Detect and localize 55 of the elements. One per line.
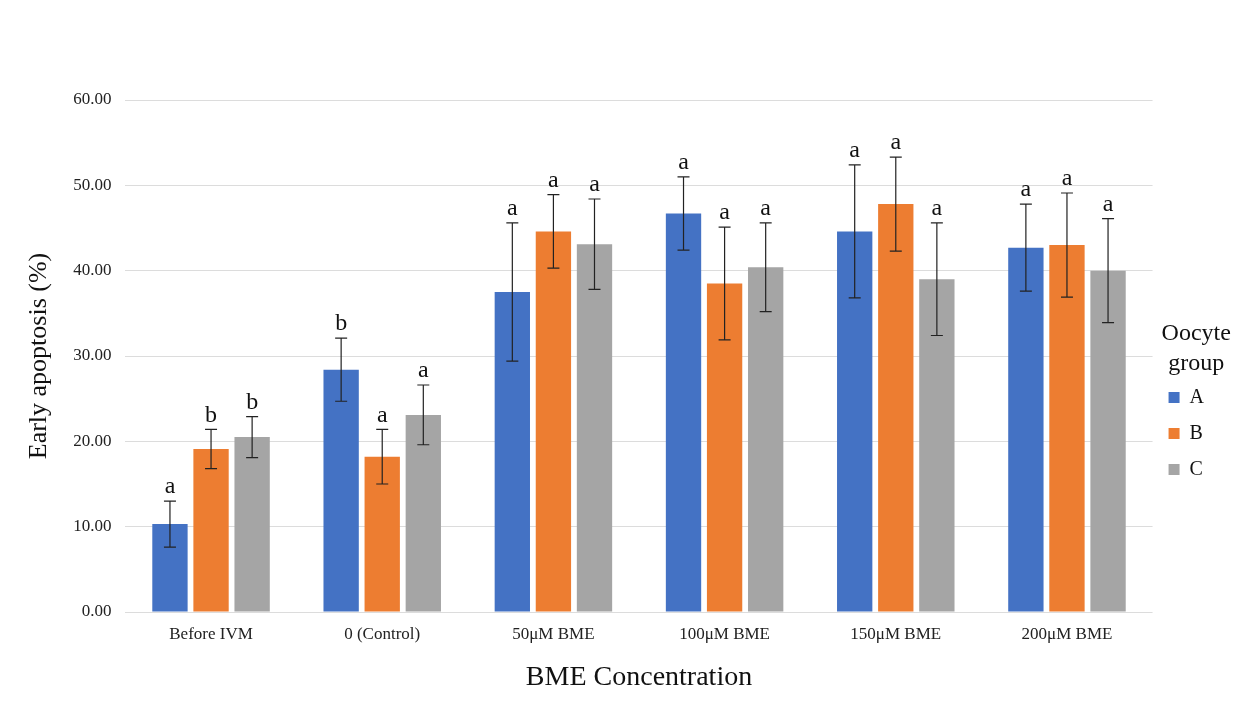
bar bbox=[576, 244, 613, 612]
x-tick-label: 100μM BME bbox=[679, 623, 771, 643]
data-label: a bbox=[719, 198, 731, 225]
data-label: a bbox=[678, 148, 690, 175]
data-label: a bbox=[417, 356, 429, 383]
bar bbox=[323, 369, 359, 612]
bar bbox=[535, 231, 572, 612]
legend-label: B bbox=[1189, 420, 1203, 443]
bar bbox=[878, 204, 914, 612]
data-label: a bbox=[849, 136, 861, 163]
bar bbox=[494, 292, 530, 612]
data-label: a bbox=[1020, 175, 1032, 202]
bar bbox=[364, 456, 400, 612]
y-tick-label: 30.00 bbox=[73, 345, 112, 365]
x-axis-title: BME Concentration bbox=[525, 659, 753, 691]
bar bbox=[234, 437, 270, 612]
bar bbox=[193, 449, 229, 612]
data-label: a bbox=[890, 128, 902, 155]
data-label: a bbox=[164, 472, 176, 499]
y-tick-label: 50.00 bbox=[73, 174, 112, 194]
x-tick-label: 200μM BME bbox=[1021, 623, 1113, 643]
x-tick-label: 0 (Control) bbox=[344, 623, 421, 643]
x-tick-label: 50μM BME bbox=[512, 623, 595, 643]
y-tick-label: 60.00 bbox=[73, 89, 112, 109]
bar bbox=[706, 283, 743, 612]
bar bbox=[405, 414, 441, 612]
x-tick-label: Before IVM bbox=[169, 623, 253, 643]
y-axis-title: Early apoptosis (%) bbox=[23, 252, 53, 460]
data-label: a bbox=[1102, 189, 1114, 216]
data-label: a bbox=[760, 194, 772, 221]
y-tick-label: 40.00 bbox=[73, 260, 112, 280]
y-tick-label: 20.00 bbox=[73, 430, 112, 450]
bar bbox=[748, 267, 784, 612]
bar bbox=[837, 231, 873, 612]
bar bbox=[919, 279, 955, 612]
data-label: a bbox=[589, 170, 601, 197]
bar bbox=[1049, 245, 1085, 612]
data-label: a bbox=[376, 400, 388, 427]
y-tick-label: 10.00 bbox=[73, 516, 112, 536]
bar bbox=[1090, 270, 1126, 612]
x-tick-label: 150μM BME bbox=[850, 623, 942, 643]
legend-label: A bbox=[1189, 384, 1205, 407]
bar bbox=[1008, 247, 1044, 612]
y-tick-label: 0.00 bbox=[81, 601, 112, 621]
data-label: b bbox=[246, 387, 259, 414]
bar bbox=[152, 524, 188, 612]
legend-label: C bbox=[1189, 456, 1203, 479]
data-label: a bbox=[931, 194, 943, 221]
data-label: a bbox=[507, 194, 518, 221]
data-label: a bbox=[1061, 164, 1073, 191]
legend-title: Oocyte group bbox=[1161, 318, 1231, 375]
bar bbox=[665, 213, 702, 612]
data-label: b bbox=[335, 309, 348, 336]
data-label: b bbox=[205, 400, 218, 427]
data-label: a bbox=[548, 166, 560, 193]
